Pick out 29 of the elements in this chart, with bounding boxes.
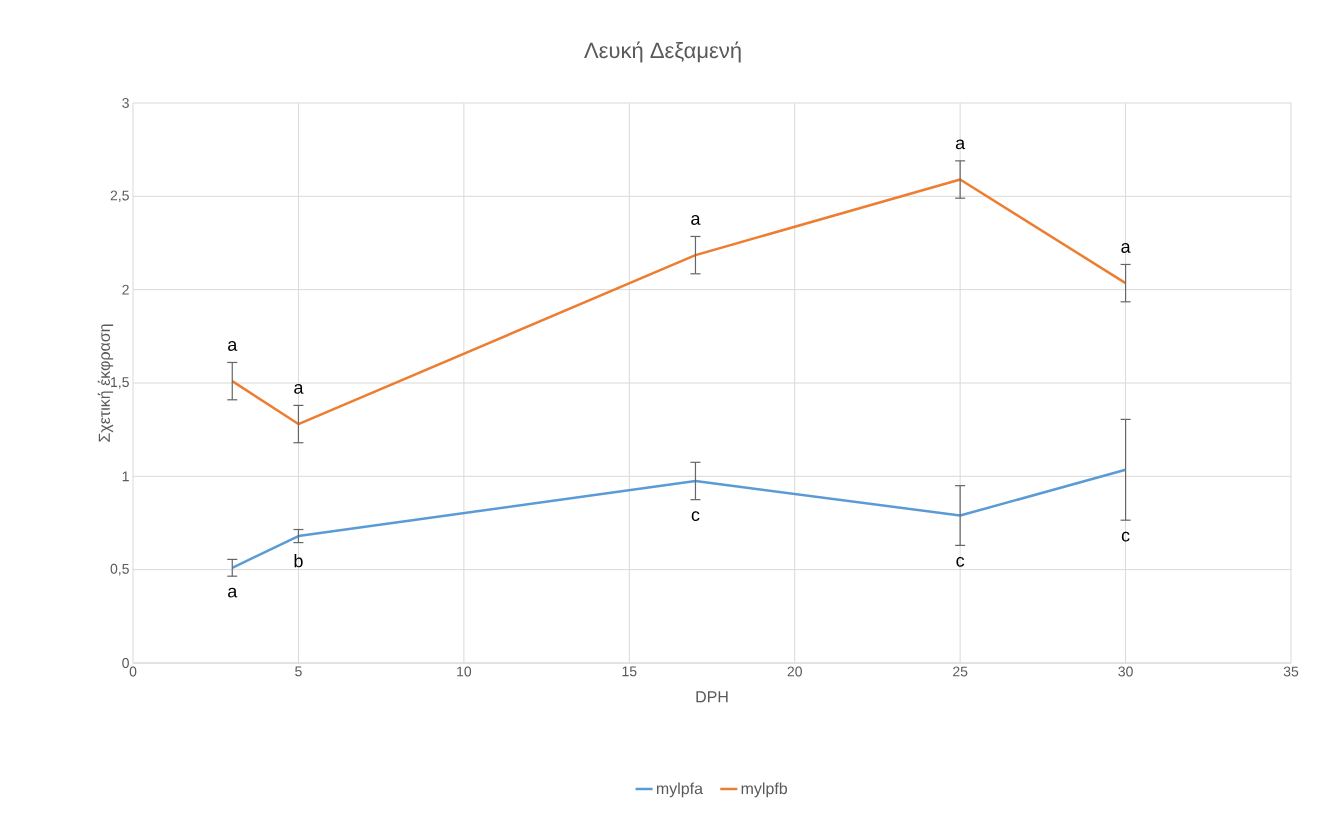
x-tick-label: 35 xyxy=(1283,666,1299,677)
annotation: a xyxy=(294,383,304,394)
y-tick-label: 0,5 xyxy=(110,563,129,576)
annotation: a xyxy=(1121,243,1131,253)
x-tick-label: 30 xyxy=(1118,666,1133,677)
x-tick-label: 15 xyxy=(622,666,637,677)
annotation: a xyxy=(228,341,238,351)
legend-label: mylpfa xyxy=(656,782,703,798)
y-tick-label: 2,5 xyxy=(110,190,129,203)
annotation: a xyxy=(955,139,966,150)
x-tick-label: 5 xyxy=(295,666,302,677)
annotation: c xyxy=(956,556,965,567)
x-tick-label: 0 xyxy=(129,666,137,677)
y-tick-label: 0 xyxy=(122,658,129,668)
x-tick-label: 10 xyxy=(457,666,472,677)
y-tick-label: 3 xyxy=(122,98,129,108)
legend-label: mylpfb xyxy=(741,782,788,798)
x-axis-title: DPH xyxy=(696,691,728,703)
y-tick-label: 1,5 xyxy=(111,377,129,389)
annotation: c xyxy=(691,511,700,522)
annotation: c xyxy=(1121,531,1130,542)
x-tick-label: 20 xyxy=(787,666,802,677)
annotation: b xyxy=(294,554,303,568)
y-tick-label: 2 xyxy=(122,284,129,295)
annotation: a xyxy=(228,587,238,598)
chart-title: Λευκή Δεξαμενή xyxy=(584,41,741,63)
y-tick-label: 1 xyxy=(122,471,129,482)
annotation: a xyxy=(691,215,701,225)
x-tick-label: 25 xyxy=(953,666,968,677)
